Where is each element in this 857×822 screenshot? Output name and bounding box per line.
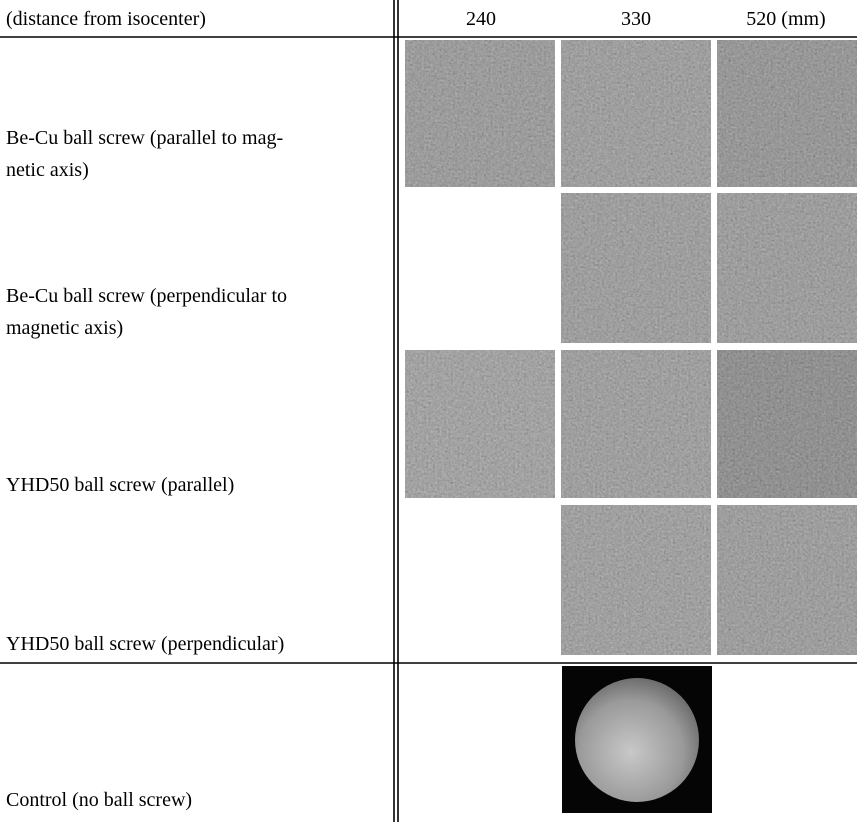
- row-label: netic axis): [6, 159, 89, 181]
- mri-image: [561, 350, 711, 498]
- column-header: 240: [466, 8, 496, 30]
- row-label: Control (no ball screw): [6, 789, 192, 811]
- page: {"header": {"label": "(distance from iso…: [0, 0, 857, 822]
- header-label: (distance from isocenter): [6, 8, 206, 30]
- mri-image: [405, 350, 555, 498]
- mri-image: [717, 505, 857, 655]
- control-image: [562, 666, 712, 813]
- mri-image: [405, 40, 555, 187]
- row-label: Be-Cu ball screw (perpendicular to: [6, 285, 287, 307]
- column-header: 520 (mm): [746, 8, 825, 30]
- mri-image: [717, 193, 857, 343]
- mri-image: [561, 40, 711, 187]
- mri-image: [561, 505, 711, 655]
- mri-image: [561, 193, 711, 343]
- row-label: magnetic axis): [6, 317, 123, 339]
- mri-image: [717, 40, 857, 187]
- row-label: YHD50 ball screw (parallel): [6, 474, 234, 496]
- figure-table: (distance from isocenter) 240 330 520 (m…: [0, 0, 857, 822]
- row-label: Be-Cu ball screw (parallel to mag-: [6, 127, 283, 149]
- mri-images: [405, 40, 857, 813]
- mri-image: [717, 350, 857, 498]
- row-labels: Be-Cu ball screw (parallel to mag-netic …: [6, 127, 287, 811]
- row-label: YHD50 ball screw (perpendicular): [6, 633, 284, 655]
- column-header: 330: [621, 8, 651, 30]
